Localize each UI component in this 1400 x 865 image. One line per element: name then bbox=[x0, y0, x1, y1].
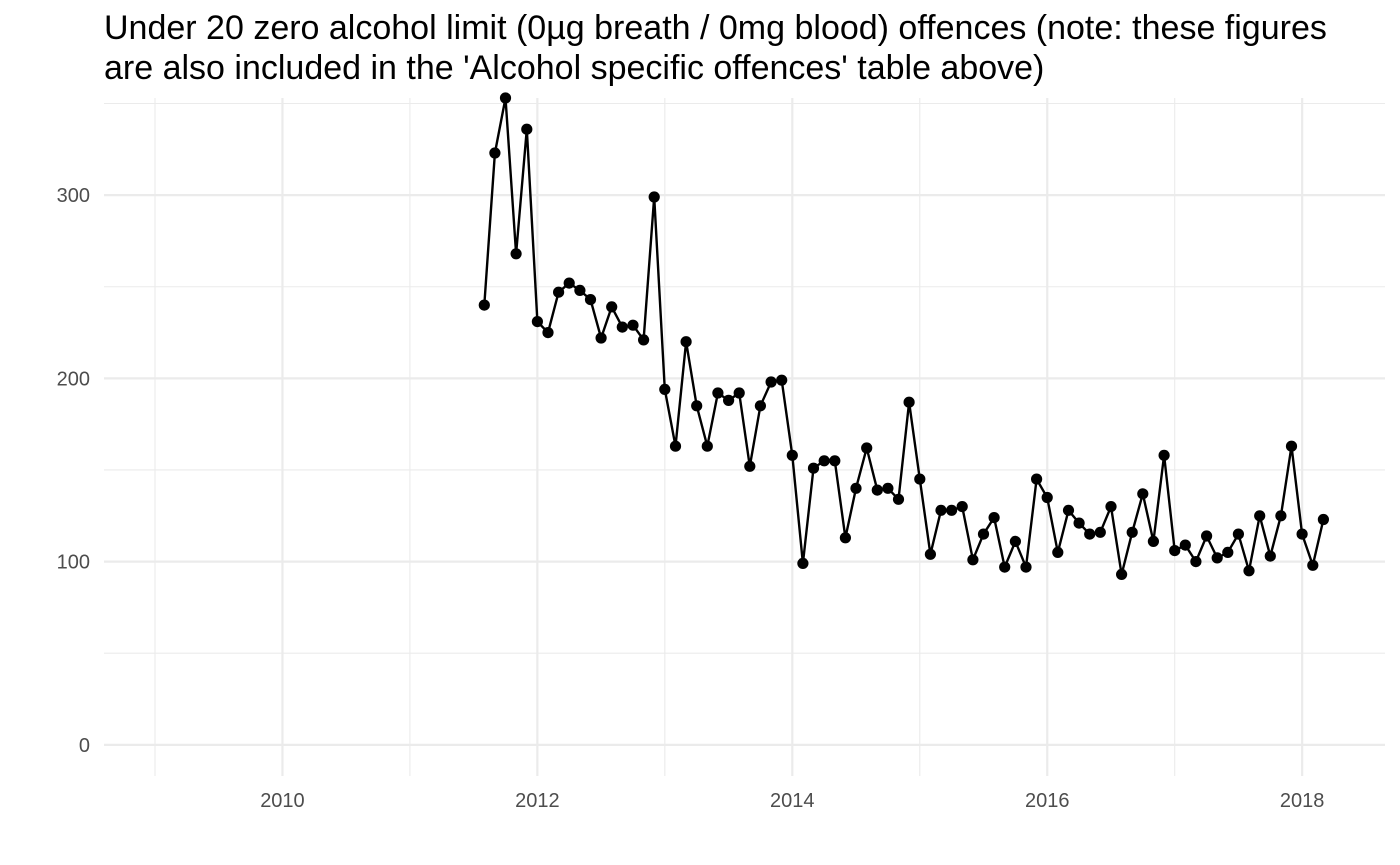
data-point bbox=[744, 460, 756, 472]
data-point bbox=[1137, 488, 1149, 500]
x-tick-label: 2012 bbox=[515, 790, 560, 812]
data-point bbox=[489, 147, 501, 159]
data-point bbox=[1254, 510, 1266, 522]
data-point bbox=[1201, 530, 1213, 542]
data-point bbox=[999, 561, 1011, 573]
data-point bbox=[818, 455, 830, 467]
data-point bbox=[478, 299, 490, 311]
data-point bbox=[1126, 526, 1138, 538]
data-point bbox=[521, 123, 533, 135]
data-point bbox=[829, 455, 841, 467]
data-point bbox=[701, 440, 713, 452]
data-point bbox=[1285, 440, 1298, 452]
data-point bbox=[807, 462, 820, 474]
data-point bbox=[946, 504, 958, 516]
data-point bbox=[1084, 528, 1096, 540]
x-tick-label: 2014 bbox=[770, 790, 815, 812]
data-point bbox=[1094, 526, 1106, 538]
data-point bbox=[531, 316, 544, 328]
data-point bbox=[903, 396, 915, 408]
data-point bbox=[733, 387, 745, 399]
series-group bbox=[478, 92, 1329, 581]
data-point bbox=[659, 383, 671, 395]
data-point bbox=[606, 301, 618, 313]
data-point bbox=[648, 191, 660, 203]
data-point bbox=[1179, 539, 1191, 551]
minor-gridlines-x bbox=[154, 98, 1176, 776]
data-point bbox=[1169, 545, 1181, 557]
data-point bbox=[584, 294, 597, 306]
data-point bbox=[914, 473, 926, 485]
data-point bbox=[680, 336, 692, 348]
data-point bbox=[988, 511, 1000, 524]
data-point bbox=[1105, 501, 1117, 513]
major-gridlines-y bbox=[104, 194, 1385, 746]
data-point bbox=[776, 374, 788, 386]
data-point bbox=[1031, 473, 1043, 485]
data-point bbox=[1041, 491, 1053, 504]
data-point bbox=[935, 504, 947, 516]
data-point bbox=[1307, 559, 1319, 571]
data-point bbox=[563, 277, 575, 289]
data-point bbox=[1275, 510, 1287, 522]
data-point bbox=[574, 284, 586, 296]
data-point bbox=[839, 532, 852, 544]
data-point bbox=[627, 319, 639, 331]
data-point bbox=[1147, 535, 1159, 548]
data-point bbox=[1243, 565, 1255, 577]
y-tick-label: 200 bbox=[57, 368, 90, 390]
data-point bbox=[1264, 550, 1276, 562]
data-point bbox=[1009, 535, 1022, 548]
data-point bbox=[1211, 552, 1223, 564]
data-point bbox=[1062, 504, 1075, 516]
data-point bbox=[924, 548, 937, 560]
data-point bbox=[977, 528, 990, 540]
data-point bbox=[553, 286, 565, 298]
data-point bbox=[595, 332, 607, 344]
data-point bbox=[1232, 528, 1244, 540]
data-point bbox=[1158, 449, 1170, 461]
data-point bbox=[638, 334, 650, 346]
data-point bbox=[882, 482, 894, 494]
y-tick-label: 0 bbox=[79, 735, 90, 757]
x-tick-label: 2010 bbox=[260, 790, 305, 812]
data-point bbox=[797, 557, 809, 570]
x-tick-label: 2018 bbox=[1280, 790, 1325, 812]
chart-title: Under 20 zero alcohol limit (0µg breath … bbox=[104, 9, 1327, 87]
data-point bbox=[850, 482, 862, 494]
data-point bbox=[669, 440, 682, 452]
minor-gridlines-y bbox=[104, 102, 1385, 654]
data-point bbox=[1317, 513, 1329, 526]
data-point bbox=[1190, 556, 1202, 568]
data-point bbox=[754, 400, 767, 412]
data-point bbox=[691, 400, 703, 412]
data-point bbox=[765, 376, 777, 388]
data-point bbox=[723, 394, 735, 406]
y-tick-label: 300 bbox=[57, 185, 90, 207]
data-point bbox=[956, 501, 968, 513]
y-tick-label: 100 bbox=[57, 552, 90, 574]
major-gridlines-x bbox=[281, 98, 1304, 776]
data-point bbox=[1073, 517, 1085, 529]
data-point bbox=[1052, 546, 1064, 559]
data-point bbox=[1116, 568, 1128, 581]
x-tick-label: 2016 bbox=[1025, 790, 1070, 812]
data-point bbox=[616, 321, 628, 333]
x-axis-tick-labels: 2010 2012 2014 2016 2018 bbox=[260, 790, 1324, 812]
data-point bbox=[967, 554, 979, 566]
data-point bbox=[542, 327, 554, 339]
data-point bbox=[1296, 528, 1308, 540]
data-point bbox=[510, 248, 522, 260]
data-point bbox=[1222, 546, 1234, 559]
data-point bbox=[499, 92, 512, 104]
data-point bbox=[892, 493, 905, 505]
series-line bbox=[483, 97, 1325, 575]
data-point bbox=[786, 449, 798, 461]
data-point bbox=[1020, 561, 1032, 573]
y-axis-tick-labels: 0 100 200 300 bbox=[57, 185, 90, 757]
data-point bbox=[712, 387, 724, 399]
data-point bbox=[871, 484, 883, 496]
data-point bbox=[861, 442, 873, 454]
